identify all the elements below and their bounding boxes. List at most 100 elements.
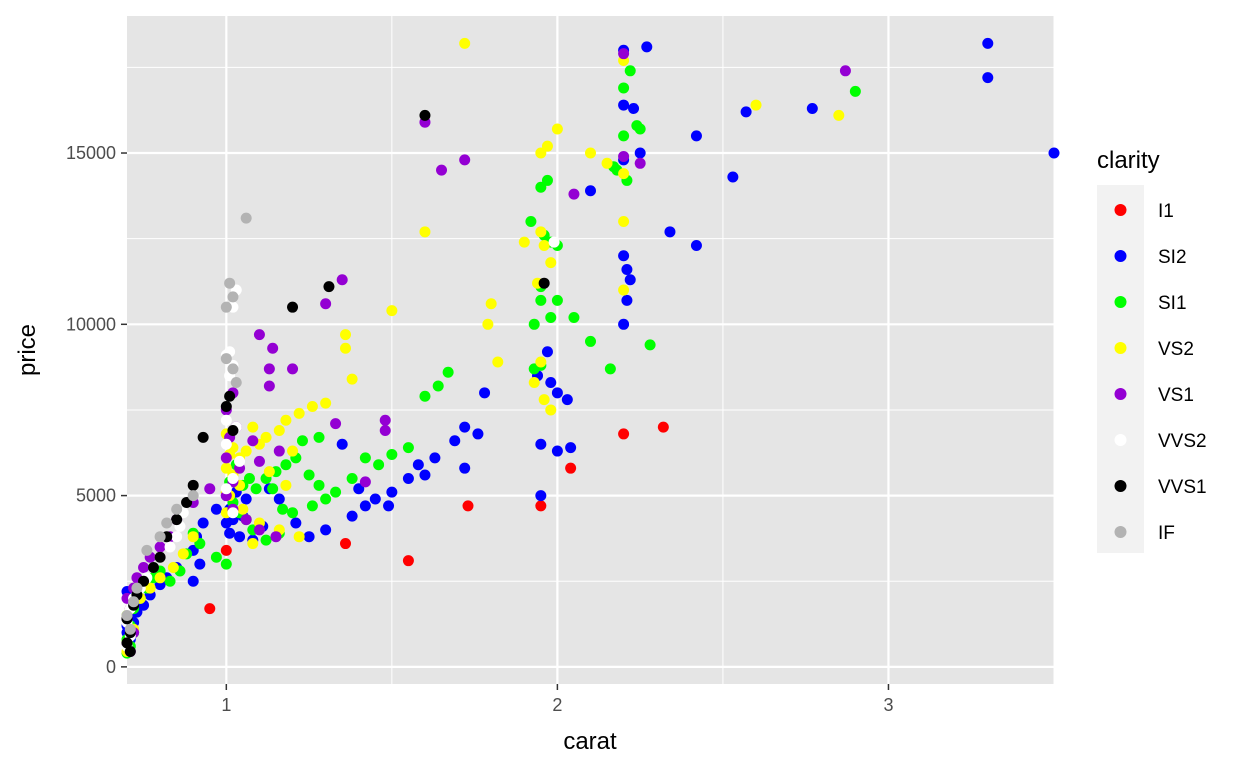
data-point: [485, 298, 497, 310]
data-point: [138, 562, 150, 574]
legend-item-vvs1: VVS1: [1114, 477, 1207, 498]
data-point: [197, 431, 209, 443]
data-point: [641, 41, 653, 53]
data-point: [187, 531, 199, 543]
data-point: [336, 274, 348, 286]
data-point: [323, 281, 335, 293]
data-point: [528, 318, 540, 330]
data-point: [273, 445, 285, 457]
data-point: [690, 130, 702, 142]
data-point: [187, 479, 199, 491]
legend-key: [1114, 342, 1127, 354]
data-point: [220, 414, 232, 426]
data-point: [247, 538, 259, 550]
data-point: [412, 459, 424, 471]
data-point: [240, 514, 252, 526]
data-point: [161, 517, 173, 529]
data-point: [224, 527, 236, 539]
data-point: [551, 123, 563, 135]
data-point: [121, 637, 133, 649]
data-point: [740, 106, 752, 118]
y-tick-label: 5000: [76, 486, 116, 506]
data-point: [240, 493, 252, 505]
data-point: [303, 531, 315, 543]
data-point: [121, 609, 133, 621]
data-point: [568, 188, 580, 200]
data-point: [287, 363, 299, 375]
data-point: [296, 435, 308, 447]
data-point: [561, 394, 573, 406]
legend-label: VS1: [1158, 385, 1194, 406]
data-point: [402, 472, 414, 484]
series-if: [121, 212, 252, 635]
data-point: [535, 147, 547, 159]
data-point: [535, 356, 547, 368]
y-tick-label: 0: [106, 657, 116, 677]
data-point: [601, 157, 613, 169]
data-point: [565, 442, 577, 454]
data-point: [263, 380, 275, 392]
data-point: [618, 216, 630, 228]
data-point: [154, 551, 166, 563]
legend-label: I1: [1158, 201, 1174, 222]
data-point: [320, 493, 332, 505]
data-point: [402, 555, 414, 567]
legend-key: [1114, 434, 1127, 446]
data-point: [621, 263, 633, 275]
legend-key: [1114, 250, 1127, 262]
data-point: [690, 240, 702, 252]
data-point: [280, 459, 292, 471]
data-point: [138, 575, 150, 587]
data-point: [336, 438, 348, 450]
data-point: [634, 123, 646, 135]
data-point: [227, 472, 239, 484]
data-point: [419, 226, 431, 238]
data-point: [628, 102, 640, 114]
data-point: [230, 377, 242, 389]
data-point: [982, 72, 994, 84]
data-point: [177, 548, 189, 560]
data-point: [263, 466, 275, 478]
data-point: [538, 277, 550, 289]
data-point: [545, 257, 557, 269]
data-point: [618, 48, 630, 60]
data-point: [220, 438, 232, 450]
data-point: [340, 538, 352, 550]
data-point: [492, 356, 504, 368]
data-point: [220, 401, 232, 413]
data-point: [373, 459, 385, 471]
data-point: [320, 298, 332, 310]
data-point: [194, 538, 206, 550]
data-point: [273, 425, 285, 437]
data-point: [171, 503, 183, 515]
data-point: [197, 517, 209, 529]
data-point: [482, 318, 494, 330]
data-point: [664, 226, 676, 238]
legend-key: [1114, 480, 1127, 492]
data-point: [187, 490, 199, 502]
data-point: [227, 363, 239, 375]
y-axis-title: price: [14, 324, 41, 376]
data-point: [449, 435, 461, 447]
data-point: [290, 517, 302, 529]
data-point: [340, 342, 352, 354]
data-point: [538, 240, 550, 252]
data-point: [432, 380, 444, 392]
legend-item-si2: SI2: [1114, 247, 1187, 268]
data-point: [459, 154, 471, 166]
data-point: [210, 503, 222, 515]
data-point: [359, 500, 371, 512]
data-point: [181, 496, 193, 508]
data-point: [621, 294, 633, 306]
legend-item-vs2: VS2: [1114, 339, 1194, 360]
data-point: [644, 339, 656, 351]
data-point: [273, 493, 285, 505]
data-point: [535, 438, 547, 450]
data-point: [535, 490, 547, 502]
data-point: [535, 500, 547, 512]
legend: clarity I1 SI2 SI1 VS2 VS1 VVS2 VVS1 IF: [1097, 147, 1207, 553]
data-point: [270, 531, 282, 543]
data-point: [618, 150, 630, 162]
data-point: [280, 479, 292, 491]
